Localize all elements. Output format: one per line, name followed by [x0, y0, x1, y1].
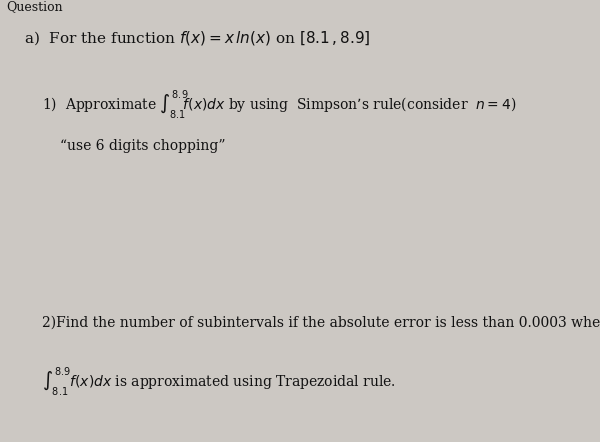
Text: $\int_{8.1}^{8.9} f(x)dx$ is approximated using Trapezoidal rule.: $\int_{8.1}^{8.9} f(x)dx$ is approximate…: [42, 365, 396, 398]
Text: 1)  Approximate $\int_{8.1}^{8.9}\!\! f(x)dx$ by using  Simpson’s rule(consider : 1) Approximate $\int_{8.1}^{8.9}\!\! f(x…: [42, 88, 517, 122]
Text: 2)Find the number of subintervals if the absolute error is less than 0.0003 when: 2)Find the number of subintervals if the…: [42, 316, 600, 330]
Text: Question: Question: [6, 0, 62, 13]
Text: a)  For the function $f(x) = x\, \mathit{ln}(x)$ on $[8.1\,,8.9]$: a) For the function $f(x) = x\, \mathit{…: [24, 29, 371, 47]
Text: “use 6 digits chopping”: “use 6 digits chopping”: [60, 139, 226, 153]
